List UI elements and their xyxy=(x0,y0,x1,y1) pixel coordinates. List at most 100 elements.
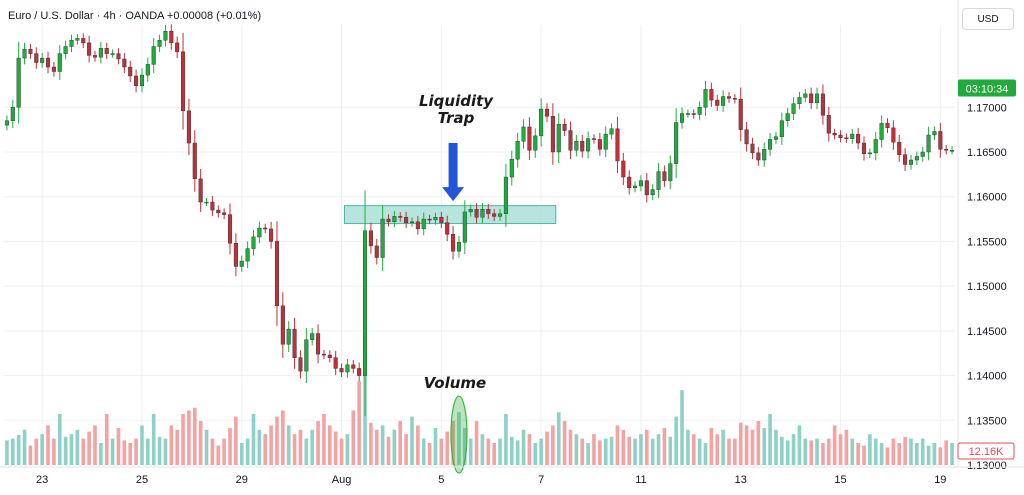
candle-body xyxy=(703,89,708,108)
candle-body xyxy=(327,354,332,358)
candle-body xyxy=(321,353,326,356)
volume-bar xyxy=(738,422,743,465)
y-tick-label: 1.16000 xyxy=(967,192,1007,204)
volume-bar xyxy=(304,438,309,465)
y-tick-label: 1.16500 xyxy=(967,147,1007,159)
volume-bar xyxy=(286,425,291,465)
volume-bar xyxy=(99,443,103,465)
candle-body xyxy=(856,133,861,144)
candle-body xyxy=(104,48,109,54)
candle-body xyxy=(251,236,256,249)
volume-bar xyxy=(551,425,555,465)
volume-bar xyxy=(480,434,485,465)
volume-bar xyxy=(216,445,221,465)
volume-bar xyxy=(298,429,303,465)
currency-button[interactable]: USD xyxy=(962,8,1014,30)
volume-bar xyxy=(950,443,954,465)
volume-bar xyxy=(87,431,91,465)
liquidity-trap-annotation: Liquidity Trap xyxy=(408,93,504,127)
volume-badge: 12.16K xyxy=(957,442,1015,460)
candle-body xyxy=(427,218,432,221)
volume-bar xyxy=(621,429,626,465)
candle-body xyxy=(380,218,385,258)
volume-bar xyxy=(269,425,273,465)
volume-bar xyxy=(392,429,397,465)
candle-body xyxy=(298,357,303,372)
candle-body xyxy=(75,38,80,41)
volume-bar xyxy=(926,445,931,465)
y-tick-label: 1.14000 xyxy=(967,371,1007,383)
candle-body xyxy=(838,134,843,138)
candle-body xyxy=(63,46,68,54)
volume-bars xyxy=(5,350,954,465)
candle-body xyxy=(404,217,409,223)
volume-bar xyxy=(521,429,526,465)
candle-body xyxy=(163,31,168,41)
volume-bar xyxy=(809,440,813,465)
candle-body xyxy=(697,107,702,115)
candle-body xyxy=(110,53,115,55)
volume-bar xyxy=(210,438,215,465)
candle-body xyxy=(615,128,620,162)
volume-bar xyxy=(644,429,649,465)
candle-body xyxy=(908,159,913,165)
volume-bar xyxy=(639,434,643,465)
candle-body xyxy=(685,113,690,115)
candle-body xyxy=(486,209,491,214)
candle-body xyxy=(498,213,503,217)
candle-body xyxy=(633,185,638,188)
y-tick-label: 1.14500 xyxy=(967,326,1007,338)
candle-body xyxy=(650,189,655,196)
candle-body xyxy=(744,129,749,145)
candle-body xyxy=(539,108,544,137)
volume-bar xyxy=(146,438,150,465)
volume-bar xyxy=(774,429,778,465)
volume-bar xyxy=(780,436,784,465)
candle-body xyxy=(926,134,931,153)
volume-bar xyxy=(157,436,162,465)
candle-body xyxy=(280,305,285,345)
candle-body xyxy=(222,212,227,215)
volume-bar xyxy=(410,416,414,465)
candle-body xyxy=(785,113,790,121)
candle-body xyxy=(850,133,855,139)
candle-body xyxy=(445,222,450,235)
volume-bar xyxy=(81,438,86,465)
grid xyxy=(4,25,955,466)
volume-bar xyxy=(187,410,191,465)
candle-body xyxy=(861,142,867,154)
x-tick-label: 29 xyxy=(236,474,248,486)
candle-body xyxy=(591,138,596,140)
volume-bar xyxy=(492,443,496,465)
x-tick-label: 7 xyxy=(538,474,544,486)
candle-body xyxy=(415,221,420,230)
volume-bar xyxy=(116,428,121,465)
candle-body xyxy=(662,171,667,181)
x-tick-label: 19 xyxy=(934,474,946,486)
candle-body xyxy=(46,57,51,68)
volume-bar xyxy=(598,440,602,465)
candle-body xyxy=(34,53,39,63)
volume-bar xyxy=(181,413,185,465)
candle-body xyxy=(198,178,203,203)
volume-bar xyxy=(562,421,567,465)
volume-bar xyxy=(504,413,508,465)
candle-body xyxy=(797,97,802,104)
candle-body xyxy=(304,339,309,372)
candle-body xyxy=(480,209,485,218)
candle-body xyxy=(116,53,121,60)
x-tick-label: 13 xyxy=(735,474,747,486)
candle-body xyxy=(4,120,9,126)
candle-body xyxy=(509,158,514,178)
candle-body xyxy=(310,333,315,340)
volume-bar xyxy=(451,421,455,465)
volume-bar xyxy=(533,443,538,465)
volume-bar xyxy=(169,425,174,465)
volume-bar xyxy=(386,436,391,465)
volume-bar xyxy=(592,434,596,465)
volume-bar xyxy=(832,425,837,465)
liquidity-zone xyxy=(343,205,557,225)
y-tick-label: 1.13500 xyxy=(967,415,1007,427)
volume-bar xyxy=(463,428,467,465)
